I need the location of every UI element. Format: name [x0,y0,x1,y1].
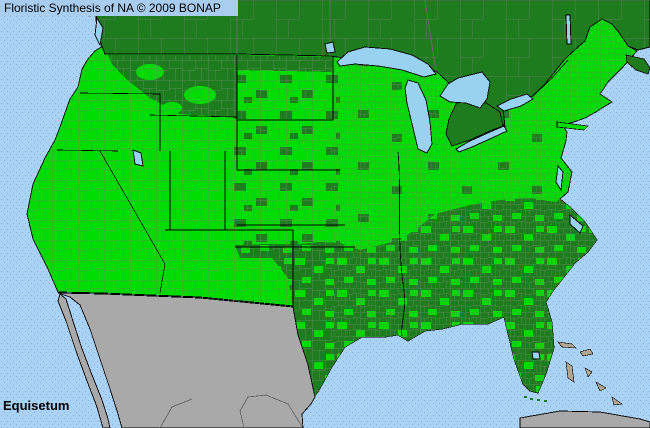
coastal-details [524,59,589,402]
mexico-state-borders [159,394,304,428]
title-bar: Floristic Synthesis of NA © 2009 BONAP [0,0,238,16]
cuba [519,410,650,428]
map-title: Floristic Synthesis of NA © 2009 BONAP [4,1,221,15]
mississippi-river [397,151,406,337]
st-lawrence-river [532,59,569,97]
chesapeake-bay [555,164,564,192]
state-borders [56,55,355,306]
nova-scotia [625,54,650,75]
mexico-region [57,292,650,428]
lake-erie [455,125,508,153]
lake-champlain [565,14,572,45]
baja-california [57,293,111,428]
species-label: Equisetum [3,398,70,413]
lake-michigan [404,79,433,154]
bahamas-islands [557,341,623,406]
puget-sound [94,16,104,47]
lake-huron [439,71,491,109]
florida-keys [524,396,547,402]
pamlico-sound [569,214,584,234]
long-island [556,121,589,131]
mexico-mainland [57,292,316,428]
great-salt-lake [132,149,144,167]
lake-of-the-woods [324,41,336,54]
lake-okeechobee [531,351,541,360]
great-lakes [94,14,584,360]
lake-superior [336,46,437,78]
lake-ontario [496,93,534,112]
